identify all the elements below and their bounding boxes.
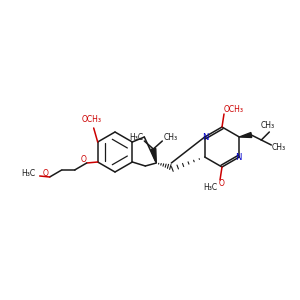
Text: O: O [81,154,87,164]
Polygon shape [151,148,156,163]
Text: N: N [202,133,209,142]
Text: H₃C: H₃C [129,133,143,142]
Text: CH₃: CH₃ [271,143,285,152]
Text: CH₃: CH₃ [260,122,274,130]
Polygon shape [239,133,252,137]
Text: H₃C: H₃C [203,184,217,193]
Text: O: O [43,169,49,178]
Text: N: N [235,152,242,161]
Text: CH₃: CH₃ [163,133,177,142]
Text: H₃C: H₃C [22,169,36,178]
Text: O: O [219,179,225,188]
Text: OCH₃: OCH₃ [82,116,102,124]
Text: OCH₃: OCH₃ [224,104,244,113]
